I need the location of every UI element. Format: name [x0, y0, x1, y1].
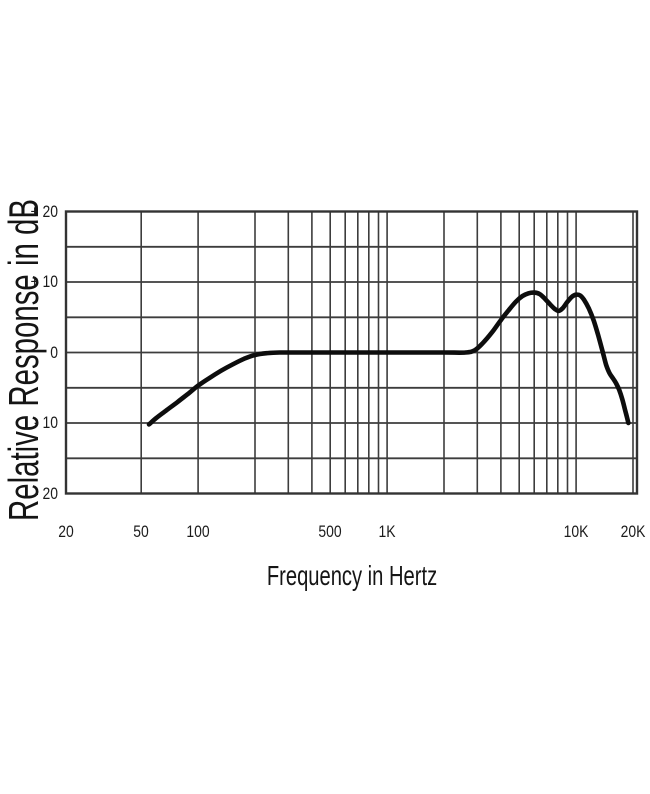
x-axis-title: Frequency in Hertz [266, 560, 438, 591]
y-tick-label: 0 [50, 343, 58, 362]
x-tick-label: 1K [378, 522, 396, 541]
x-tick-label: 20 [58, 522, 74, 541]
x-tick-label: 100 [186, 522, 210, 541]
x-tick-label: 500 [318, 522, 342, 541]
y-tick-label: + 20 [30, 202, 58, 221]
x-tick-label: 20K [620, 522, 646, 541]
response-curve [146, 290, 631, 427]
plot-border [64, 210, 639, 495]
x-tick-label: 50 [133, 522, 149, 541]
y-tick-label: - 20 [33, 484, 58, 503]
x-tick-label: 10K [563, 522, 589, 541]
y-tick-label: - 10 [33, 413, 58, 432]
y-tick-label: + 10 [30, 272, 58, 291]
